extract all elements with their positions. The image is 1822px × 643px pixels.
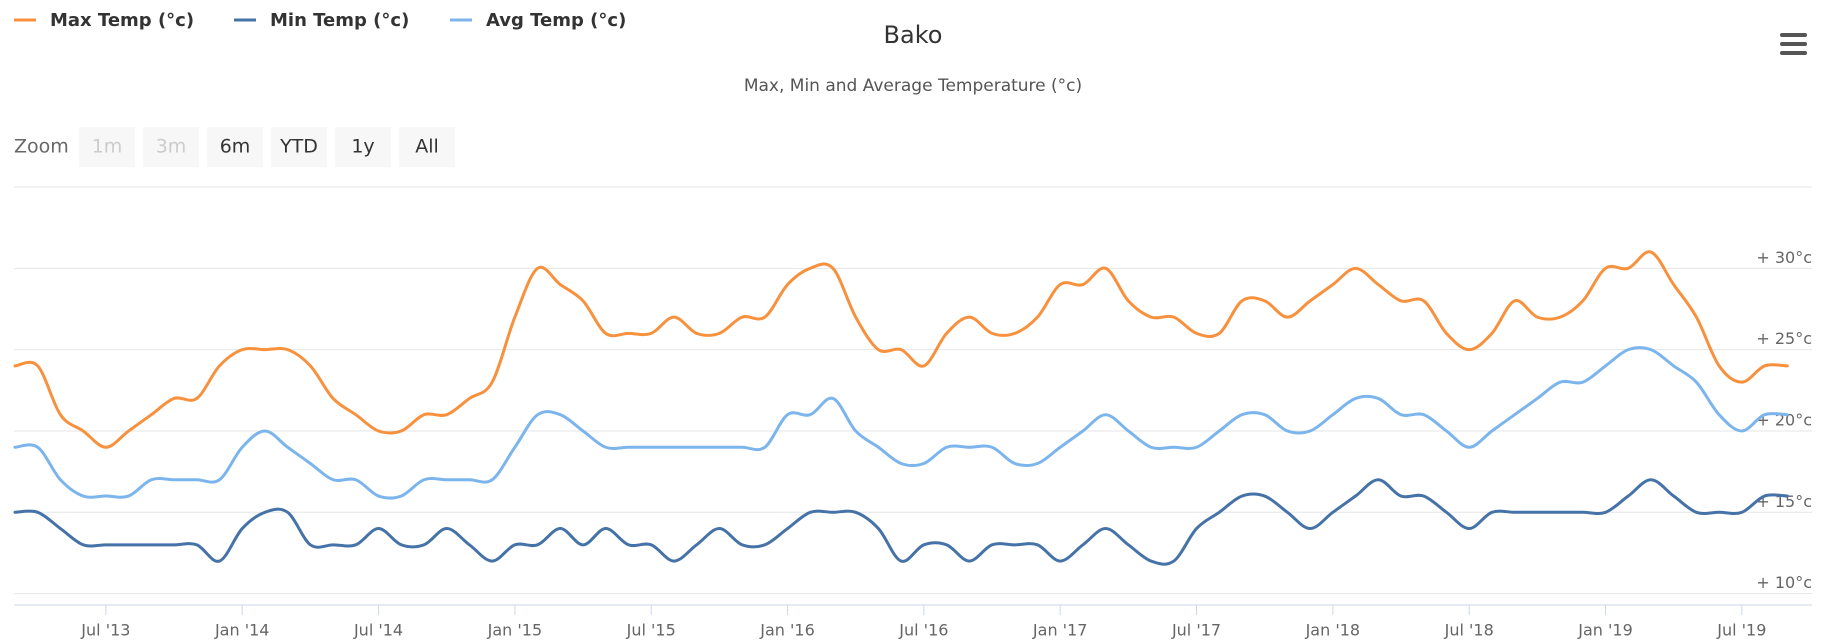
x-tick-label: Jul '18 <box>1444 621 1494 640</box>
legend-item[interactable]: Min Temp (°c) <box>234 10 409 31</box>
x-tick-label: Jul '14 <box>353 621 403 640</box>
legend-label: Max Temp (°c) <box>50 10 194 31</box>
y-tick-label: + 15°c <box>1756 492 1812 511</box>
range-button: 3m <box>143 127 199 167</box>
legend-label: Avg Temp (°c) <box>486 10 626 31</box>
range-button-bg <box>207 127 263 167</box>
series-line <box>13 346 1789 500</box>
menu-bar <box>1780 33 1807 37</box>
legend-item[interactable]: Max Temp (°c) <box>14 10 194 31</box>
chart-subtitle: Max, Min and Average Temperature (°c) <box>744 76 1082 96</box>
x-tick-label: Jul '15 <box>626 621 676 640</box>
x-tick-label: Jan '16 <box>759 621 815 640</box>
series-line <box>13 478 1789 566</box>
y-tick-label: + 25°c <box>1756 329 1812 348</box>
x-tick-label: Jan '19 <box>1577 621 1633 640</box>
x-tick-label: Jan '18 <box>1305 621 1361 640</box>
range-button-bg <box>335 127 391 167</box>
x-tick-label: Jul '19 <box>1716 621 1766 640</box>
range-button-bg <box>399 127 455 167</box>
legend-label: Min Temp (°c) <box>270 10 409 31</box>
range-button[interactable]: 6m <box>207 127 263 167</box>
range-button[interactable]: All <box>399 127 455 167</box>
menu-bar <box>1780 42 1807 46</box>
x-tick-label: Jul '13 <box>80 621 130 640</box>
range-button-label: 1y <box>351 136 374 158</box>
range-button-label: YTD <box>279 136 318 158</box>
range-button-bg <box>143 127 199 167</box>
y-tick-label: + 20°c <box>1756 410 1812 429</box>
range-button[interactable]: YTD <box>271 127 327 167</box>
range-button-label: 3m <box>156 136 187 158</box>
x-tick-label: Jan '17 <box>1032 621 1088 640</box>
y-tick-label: + 10°c <box>1756 573 1812 592</box>
menu-bar <box>1780 51 1807 55</box>
range-button: 1m <box>79 127 135 167</box>
series-line <box>13 250 1789 449</box>
x-tick-label: Jul '17 <box>1171 621 1221 640</box>
zoom-label: Zoom <box>14 136 69 158</box>
legend-item[interactable]: Avg Temp (°c) <box>450 10 626 31</box>
range-button-bg <box>271 127 327 167</box>
chart-title: Bako <box>884 21 943 49</box>
range-button-label: All <box>415 136 439 158</box>
range-button-label: 6m <box>220 136 251 158</box>
x-tick-label: Jan '15 <box>487 621 543 640</box>
range-button-label: 1m <box>92 136 123 158</box>
menu-button[interactable] <box>1776 30 1810 60</box>
range-button[interactable]: 1y <box>335 127 391 167</box>
x-tick-label: Jul '16 <box>898 621 948 640</box>
range-button-bg <box>79 127 135 167</box>
y-tick-label: + 30°c <box>1756 248 1812 267</box>
x-tick-label: Jan '14 <box>214 621 270 640</box>
